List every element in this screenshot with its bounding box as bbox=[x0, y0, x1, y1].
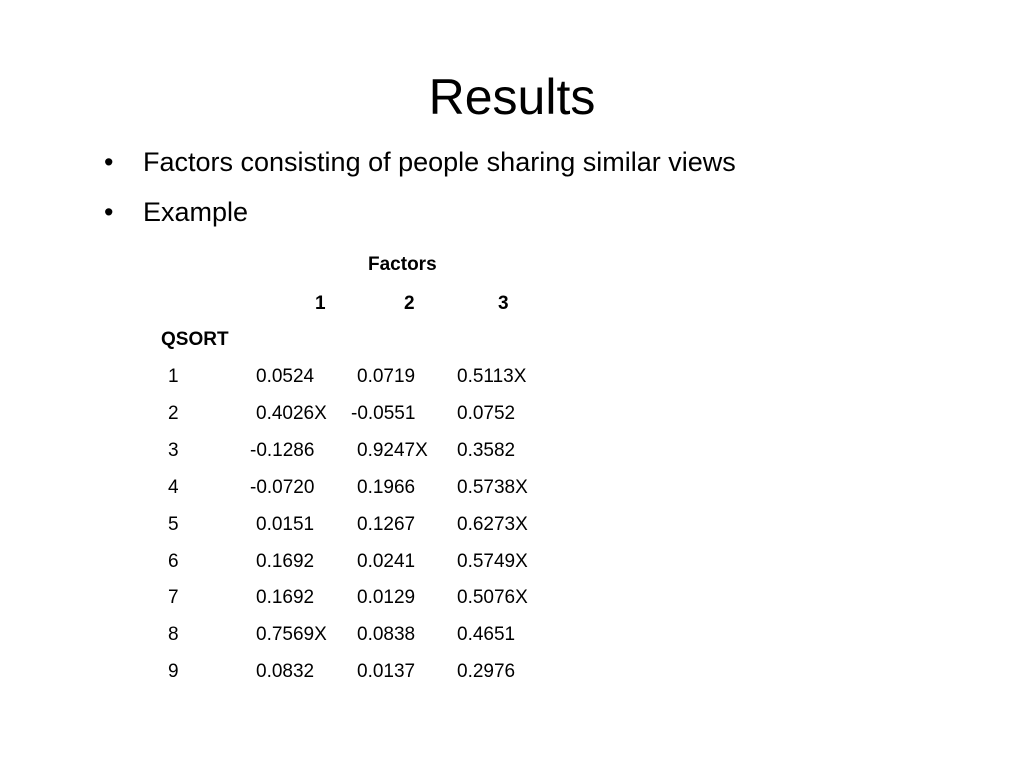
bullet-list: • Factors consisting of people sharing s… bbox=[104, 145, 736, 245]
factor-3-loading: 0.5076X bbox=[457, 587, 528, 608]
factor-1-loading: 0.4026X bbox=[256, 403, 327, 424]
row-header: QSORT bbox=[161, 329, 229, 350]
factor-2-loading: 0.1267 bbox=[357, 514, 416, 535]
qsort-number: 5 bbox=[168, 514, 179, 535]
factor-1-loading: -0.0720 bbox=[250, 477, 315, 498]
factor-header-1: 1 bbox=[315, 293, 326, 314]
factor-2-loading: 0.0838 bbox=[357, 624, 416, 645]
qsort-number: 1 bbox=[168, 366, 179, 387]
qsort-number: 2 bbox=[168, 403, 179, 424]
bullet-item: • Example bbox=[104, 195, 736, 245]
factor-3-loading: 0.2976 bbox=[457, 661, 516, 682]
factor-1-loading: 0.0524 bbox=[256, 366, 315, 387]
factor-1-loading: 0.1692 bbox=[256, 587, 315, 608]
factor-1-loading: 0.1692 bbox=[256, 551, 315, 572]
factor-3-loading: 0.0752 bbox=[457, 403, 516, 424]
factor-3-loading: 0.6273X bbox=[457, 514, 528, 535]
factor-2-loading: 0.9247X bbox=[357, 440, 428, 461]
factor-1-loading: 0.0151 bbox=[256, 514, 315, 535]
factor-1-loading: 0.0832 bbox=[256, 661, 315, 682]
factor-3-loading: 0.5113X bbox=[457, 366, 527, 387]
factor-3-loading: 0.3582 bbox=[457, 440, 516, 461]
factor-3-loading: 0.5738X bbox=[457, 477, 528, 498]
slide-title: Results bbox=[428, 69, 596, 125]
bullet-text: Factors consisting of people sharing sim… bbox=[143, 147, 736, 177]
factor-2-loading: 0.1966 bbox=[357, 477, 416, 498]
factor-1-loading: -0.1286 bbox=[250, 440, 315, 461]
qsort-number: 3 bbox=[168, 440, 179, 461]
table-caption: Factors bbox=[368, 254, 437, 275]
bullet-icon: • bbox=[104, 197, 114, 227]
factor-2-loading: 0.0137 bbox=[357, 661, 416, 682]
factor-2-loading: 0.0719 bbox=[357, 366, 416, 387]
factor-header-2: 2 bbox=[404, 293, 415, 314]
factor-2-loading: -0.0551 bbox=[351, 403, 416, 424]
factor-1-loading: 0.7569X bbox=[256, 624, 327, 645]
bullet-item: • Factors consisting of people sharing s… bbox=[104, 145, 736, 195]
qsort-number: 7 bbox=[168, 587, 179, 608]
factor-2-loading: 0.0129 bbox=[357, 587, 416, 608]
bullet-text: Example bbox=[143, 197, 249, 227]
qsort-number: 4 bbox=[168, 477, 179, 498]
qsort-number: 8 bbox=[168, 624, 179, 645]
factor-2-loading: 0.0241 bbox=[357, 551, 416, 572]
qsort-number: 6 bbox=[168, 551, 179, 572]
bullet-icon: • bbox=[104, 147, 114, 177]
factor-3-loading: 0.4651 bbox=[457, 624, 516, 645]
qsort-number: 9 bbox=[168, 661, 179, 682]
factor-3-loading: 0.5749X bbox=[457, 551, 528, 572]
factor-header-3: 3 bbox=[498, 293, 509, 314]
